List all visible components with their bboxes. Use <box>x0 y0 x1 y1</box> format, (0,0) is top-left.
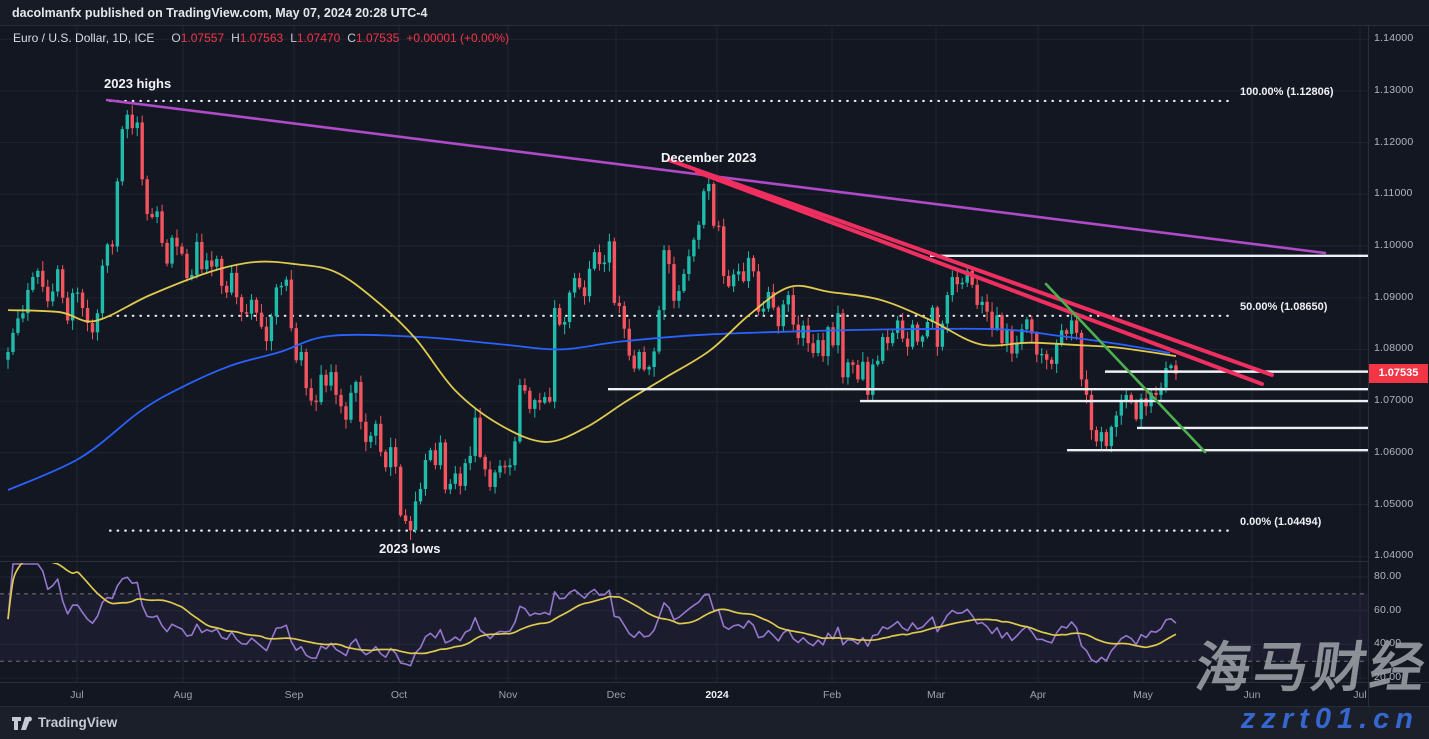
price-axis-label: 1.05000 <box>1374 497 1414 510</box>
footer-bar: TradingView <box>0 706 1429 739</box>
change-value: +0.00001 (+0.00%) <box>406 31 510 45</box>
high-label: H <box>231 31 240 45</box>
high-value: 1.07563 <box>239 31 284 45</box>
price-axis-label: 1.08000 <box>1374 342 1414 355</box>
low-label: L <box>290 31 297 45</box>
open-value: 1.07557 <box>180 31 225 45</box>
rsi-axis-label: 80.00 <box>1374 570 1402 582</box>
publisher-text: dacolmanfx published on TradingView.com,… <box>12 6 428 20</box>
time-axis-label: Aug <box>173 689 193 701</box>
tradingview-brand-link[interactable]: TradingView <box>38 715 118 730</box>
time-axis-label: Nov <box>498 689 518 701</box>
annotation-2023-highs: 2023 highs <box>104 76 172 91</box>
watermark-url: zzrt01.cn <box>1240 703 1419 735</box>
watermark-chinese: 海马财经 <box>1192 638 1429 698</box>
time-axis-label: Jul <box>1353 689 1367 701</box>
time-axis-label: Dec <box>606 689 626 701</box>
close-label: C <box>347 31 356 45</box>
time-axis-label: Sep <box>284 689 304 701</box>
time-axis-label: Jun <box>1243 689 1261 701</box>
price-axis-label: 1.12000 <box>1374 135 1414 148</box>
time-axis-label: Mar <box>926 689 946 701</box>
close-value: 1.07535 <box>355 31 400 45</box>
price-axis-label: 1.10000 <box>1374 239 1414 251</box>
symbol-title: Euro / U.S. Dollar, 1D, ICE <box>13 31 155 45</box>
tradingview-logo-icon[interactable] <box>12 715 34 732</box>
publisher-bar: dacolmanfx published on TradingView.com,… <box>0 0 1429 26</box>
time-axis-label: Apr <box>1029 689 1047 701</box>
price-axis-label: 1.09000 <box>1374 290 1414 303</box>
symbol-legend[interactable]: Euro / U.S. Dollar, 1D, ICE O1.07557 H1.07… <box>13 31 509 45</box>
price-axis-label: 1.06000 <box>1374 445 1414 458</box>
price-axis-label: 1.14000 <box>1374 32 1414 45</box>
time-axis-label: Oct <box>390 689 408 701</box>
rsi-axis-label: 20.00 <box>1374 671 1402 684</box>
annotation-december-2023: December 2023 <box>661 150 757 165</box>
annotation-2023-lows: 2023 lows <box>379 541 441 556</box>
low-value: 1.07470 <box>296 31 341 45</box>
fib-label-100: 100.00% (1.12806) <box>1240 86 1334 98</box>
time-axis-label: 2024 <box>705 689 729 701</box>
open-label: O <box>171 31 181 45</box>
time-axis-label: Feb <box>822 689 842 701</box>
price-axis-label: 1.07000 <box>1374 394 1414 407</box>
rsi-axis-label: 40.00 <box>1374 637 1402 650</box>
rsi-axis-label: 60.00 <box>1374 603 1402 616</box>
price-axis-label: 1.11000 <box>1374 187 1413 200</box>
fib-label-0: 0.00% (1.04494) <box>1240 516 1322 528</box>
price-axis-label: 1.04000 <box>1374 549 1414 562</box>
price-axis-label: 1.13000 <box>1374 83 1414 96</box>
last-price-badge: 1.07535 <box>1369 364 1428 383</box>
fib-label-50: 50.00% (1.08650) <box>1240 301 1328 313</box>
time-axis-label: May <box>1133 689 1153 701</box>
time-axis-label: Jul <box>70 689 84 701</box>
